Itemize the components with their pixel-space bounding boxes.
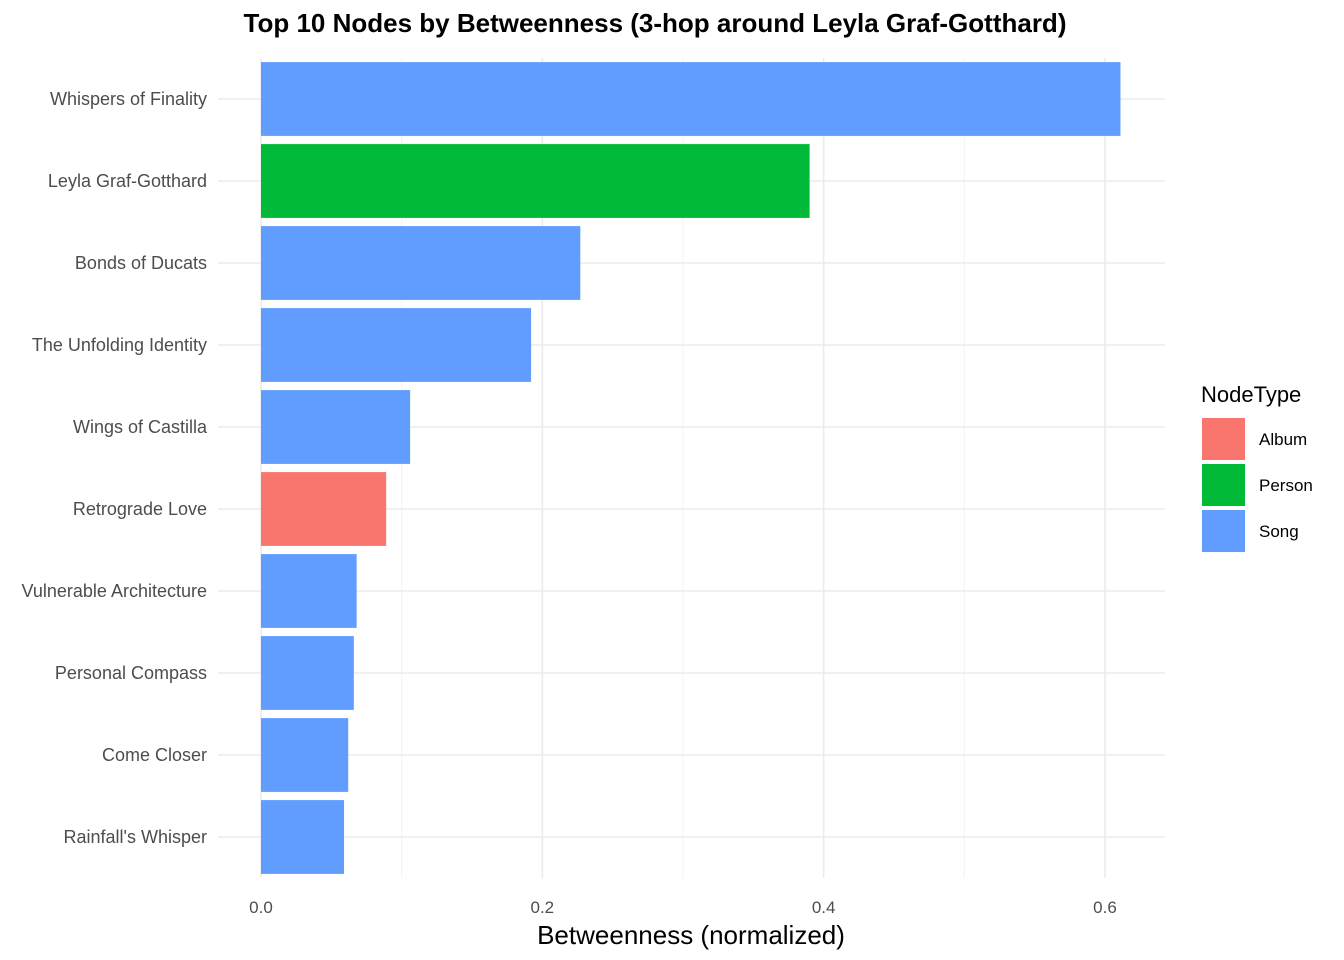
category-label: The Unfolding Identity [32, 335, 207, 355]
bars [261, 62, 1121, 874]
legend-title: NodeType [1201, 382, 1301, 407]
legend-label: Person [1259, 476, 1313, 495]
legend-items: Album Person Song [1202, 418, 1313, 552]
bar [261, 636, 354, 710]
category-label: Leyla Graf-Gotthard [48, 171, 207, 191]
category-label: Wings of Castilla [73, 417, 208, 437]
category-labels: Whispers of Finality Leyla Graf-Gotthard B… [22, 89, 208, 847]
x-axis-ticks: 0.0 0.2 0.4 0.6 [249, 898, 1117, 917]
category-label: Retrograde Love [73, 499, 207, 519]
bar [261, 62, 1121, 136]
bar [261, 800, 344, 874]
legend-label: Song [1259, 522, 1299, 541]
category-label: Vulnerable Architecture [22, 581, 207, 601]
legend-label: Album [1259, 430, 1307, 449]
x-tick-label: 0.4 [812, 898, 836, 917]
legend-swatch [1202, 418, 1245, 460]
x-tick-label: 0.2 [531, 898, 555, 917]
chart-title: Top 10 Nodes by Betweenness (3-hop aroun… [244, 8, 1067, 38]
x-axis-title: Betweenness (normalized) [537, 920, 845, 950]
legend-swatch [1202, 464, 1245, 506]
category-label: Rainfall's Whisper [64, 827, 207, 847]
category-label: Whispers of Finality [50, 89, 207, 109]
x-tick-label: 0.0 [249, 898, 273, 917]
legend-swatch [1202, 510, 1245, 552]
bar [261, 472, 387, 546]
bar [261, 226, 581, 300]
category-label: Come Closer [102, 745, 207, 765]
bar [261, 554, 357, 628]
category-label: Personal Compass [55, 663, 207, 683]
x-tick-label: 0.6 [1093, 898, 1117, 917]
bar [261, 390, 411, 464]
bar [261, 308, 532, 382]
bar [261, 144, 810, 218]
category-label: Bonds of Ducats [75, 253, 207, 273]
bar [261, 718, 349, 792]
legend: NodeType Album Person Song [1201, 382, 1313, 552]
